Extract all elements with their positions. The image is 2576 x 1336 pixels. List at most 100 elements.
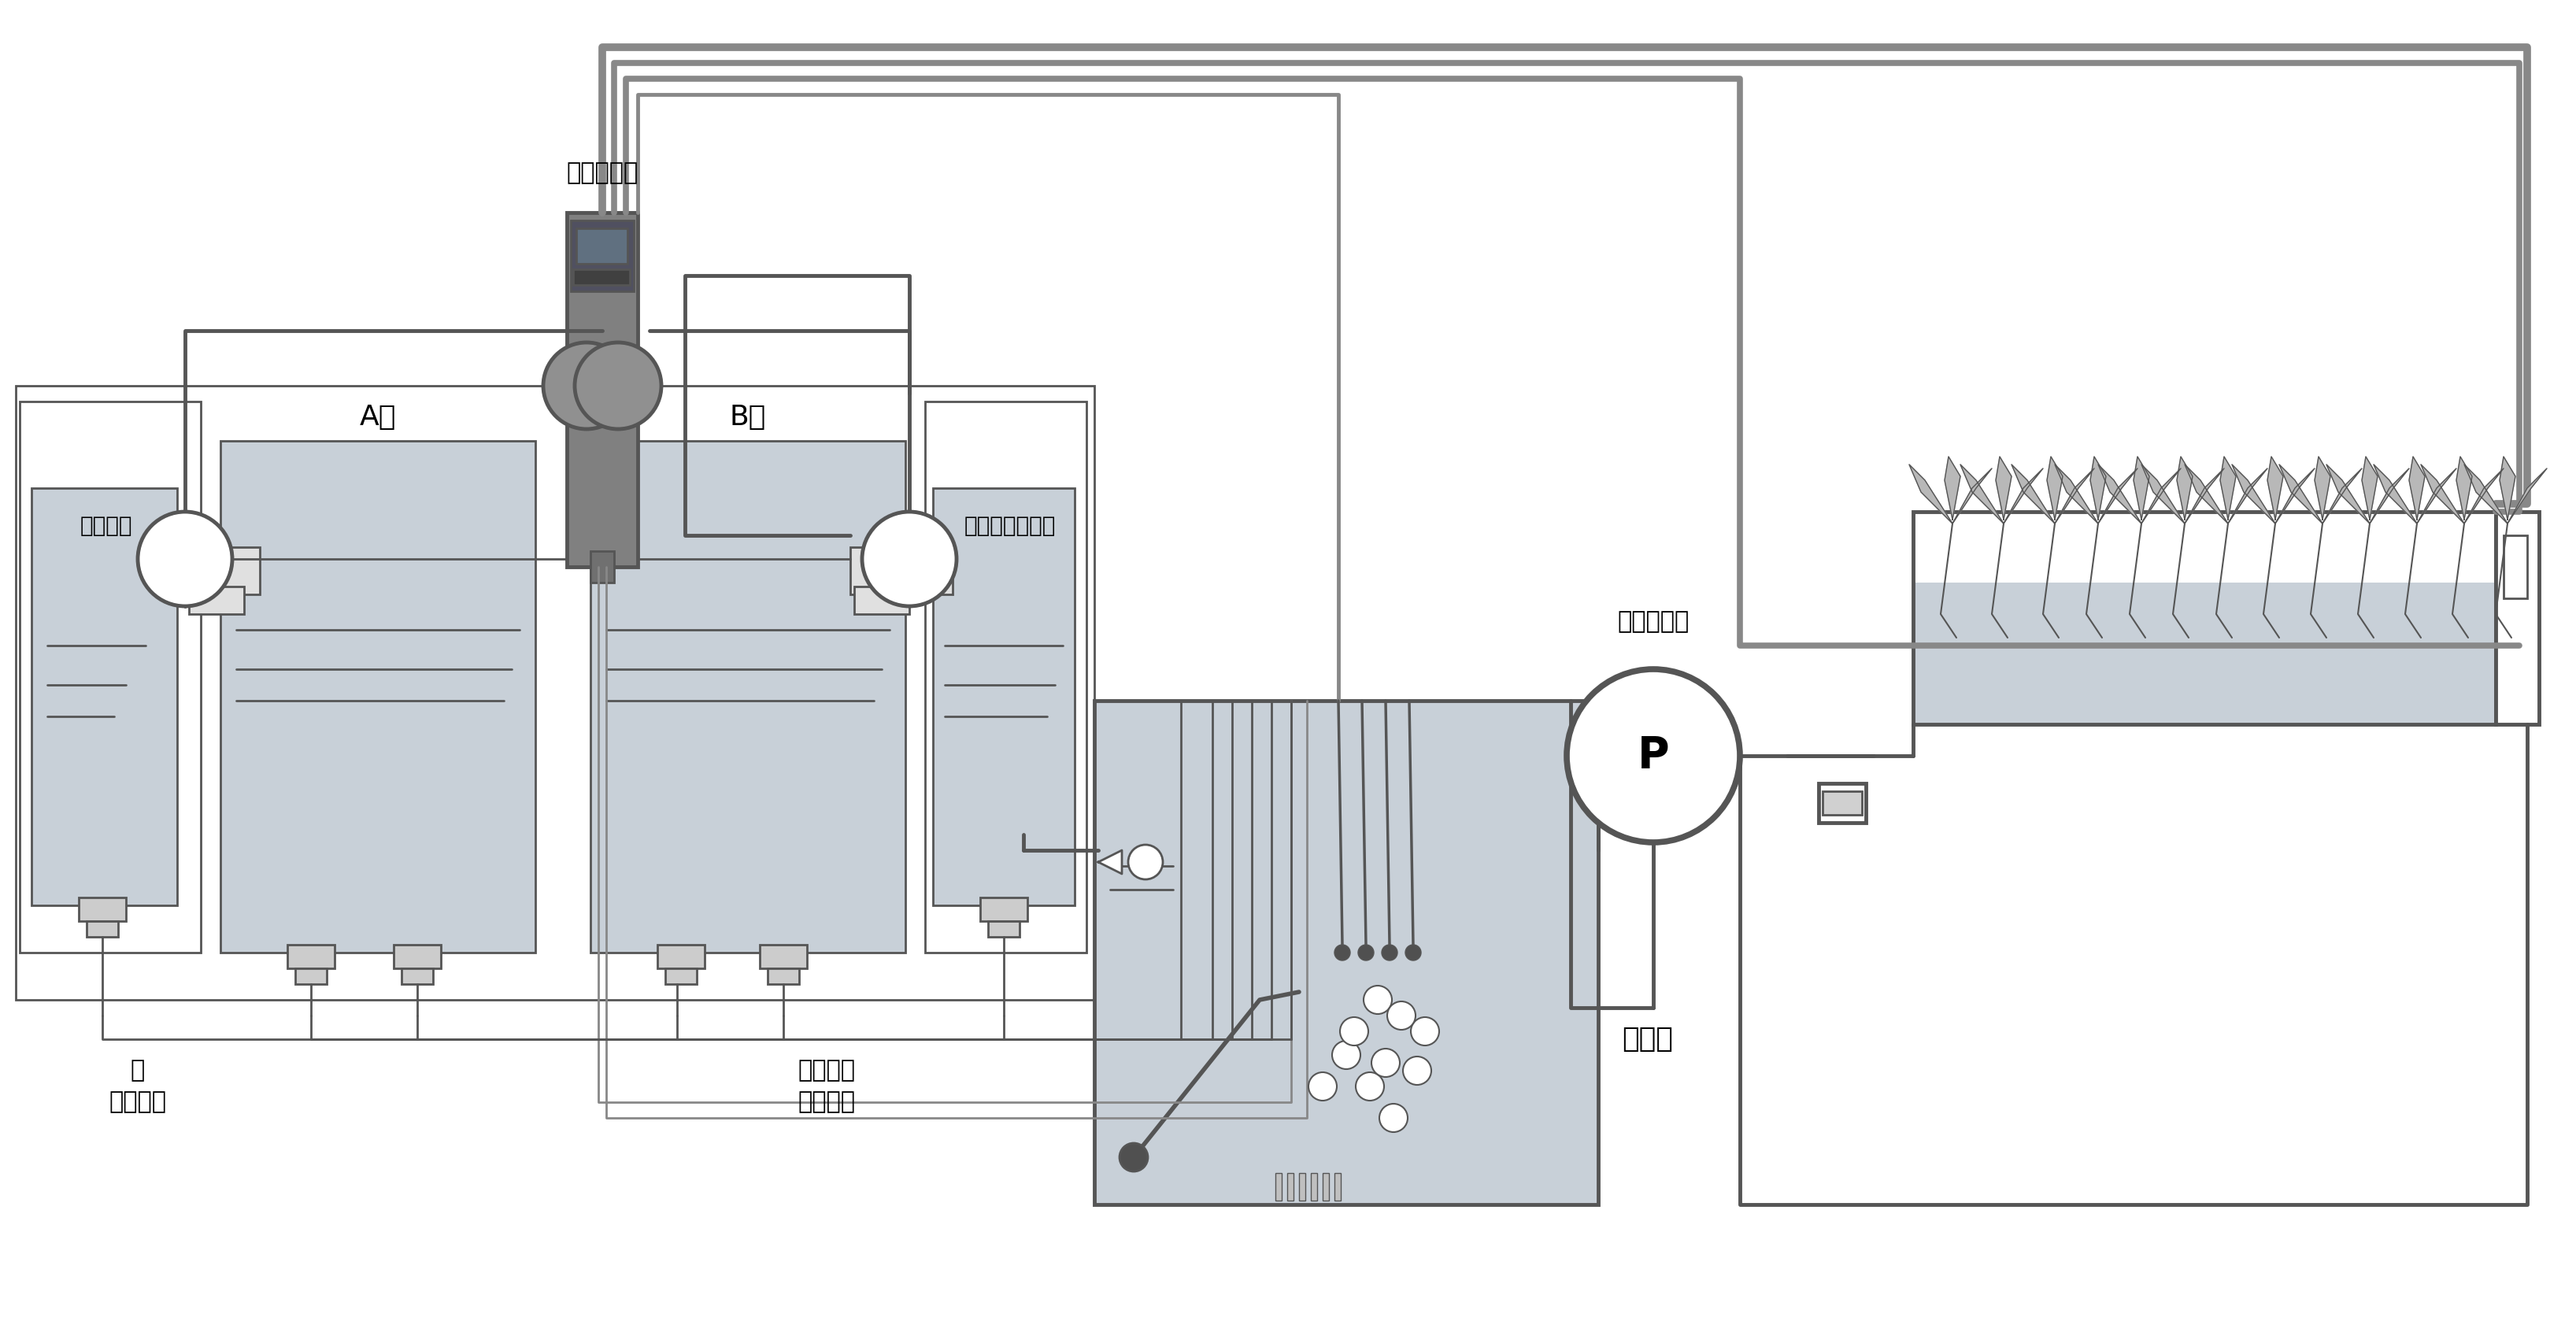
Polygon shape	[2362, 457, 2378, 520]
Text: 酸: 酸	[131, 1059, 144, 1082]
Bar	[157, 548, 260, 595]
Circle shape	[1378, 1104, 1406, 1132]
Polygon shape	[1960, 465, 2004, 524]
Polygon shape	[2321, 469, 2362, 524]
Bar	[572, 270, 629, 285]
Polygon shape	[2455, 457, 2470, 520]
Bar	[289, 945, 335, 969]
Polygon shape	[2506, 469, 2545, 524]
Text: 循環ポンプ: 循環ポンプ	[1618, 611, 1690, 633]
Bar	[2504, 536, 2527, 599]
Circle shape	[1566, 669, 1739, 843]
Bar	[296, 969, 327, 985]
Bar	[402, 969, 433, 985]
Bar	[590, 550, 613, 582]
Polygon shape	[2280, 465, 2321, 524]
Polygon shape	[1953, 469, 1991, 524]
Circle shape	[1363, 986, 1391, 1014]
Bar	[665, 969, 696, 985]
Circle shape	[1334, 945, 1350, 961]
Bar	[188, 587, 245, 615]
Polygon shape	[2097, 465, 2141, 524]
Polygon shape	[2053, 465, 2097, 524]
Bar	[21, 402, 201, 953]
Bar	[768, 969, 799, 985]
Bar	[1275, 1173, 1280, 1201]
Bar	[577, 228, 629, 263]
Polygon shape	[2421, 465, 2463, 524]
Polygon shape	[2177, 457, 2192, 520]
Bar	[987, 921, 1020, 937]
Text: A液: A液	[361, 403, 397, 430]
Text: 希釈槽: 希釈槽	[1620, 1026, 1672, 1053]
Bar	[850, 548, 953, 595]
Polygon shape	[2372, 465, 2416, 524]
Polygon shape	[2097, 469, 2138, 524]
Text: 肥料管理機: 肥料管理機	[567, 162, 639, 184]
Polygon shape	[2326, 465, 2370, 524]
Text: アルカリポンプ: アルカリポンプ	[963, 514, 1056, 537]
Bar	[590, 441, 904, 953]
Bar	[15, 386, 1095, 999]
Bar	[1321, 1173, 1329, 1201]
Bar	[1821, 791, 1862, 815]
Text: ダウン剤: ダウン剤	[108, 1090, 167, 1114]
Circle shape	[1355, 1073, 1383, 1101]
Bar	[933, 488, 1074, 906]
Bar	[1334, 1173, 1340, 1201]
Bar	[760, 945, 806, 969]
Circle shape	[544, 342, 629, 429]
Bar	[979, 898, 1028, 921]
Polygon shape	[2053, 469, 2094, 524]
Bar	[1911, 512, 2496, 724]
Circle shape	[1386, 1002, 1414, 1030]
Circle shape	[137, 512, 232, 607]
Polygon shape	[2141, 465, 2184, 524]
Polygon shape	[2499, 457, 2514, 520]
Polygon shape	[1909, 465, 1953, 524]
Bar	[657, 945, 703, 969]
Polygon shape	[2370, 469, 2409, 524]
Polygon shape	[2463, 469, 2504, 524]
Bar	[222, 441, 536, 953]
Circle shape	[1128, 844, 1162, 879]
Circle shape	[1118, 1144, 1146, 1172]
Bar	[1298, 1173, 1306, 1201]
Polygon shape	[2045, 457, 2061, 520]
Bar	[2496, 512, 2537, 724]
Polygon shape	[2231, 465, 2275, 524]
Text: 酸ポンプ: 酸ポンプ	[80, 514, 131, 537]
Bar	[80, 898, 126, 921]
Polygon shape	[2267, 457, 2282, 520]
Polygon shape	[2184, 469, 2223, 524]
Circle shape	[574, 342, 662, 429]
Circle shape	[1412, 1017, 1440, 1046]
Text: B液: B液	[729, 403, 765, 430]
Circle shape	[1358, 945, 1373, 961]
Polygon shape	[2409, 457, 2424, 520]
Polygon shape	[1996, 457, 2012, 520]
Bar	[1311, 1173, 1316, 1201]
Polygon shape	[1097, 850, 1121, 874]
Bar	[567, 212, 636, 566]
Text: アップ剤: アップ剤	[799, 1090, 855, 1114]
Polygon shape	[2004, 469, 2043, 524]
Polygon shape	[2141, 469, 2179, 524]
Bar	[572, 220, 634, 291]
Bar	[1095, 700, 1597, 1205]
Polygon shape	[2221, 457, 2236, 520]
Circle shape	[1332, 1041, 1360, 1069]
Circle shape	[863, 512, 956, 607]
Polygon shape	[2313, 457, 2329, 520]
Polygon shape	[2228, 469, 2267, 524]
Bar	[1819, 783, 1865, 823]
Circle shape	[1340, 1017, 1368, 1046]
Bar	[88, 921, 118, 937]
Bar	[31, 488, 178, 906]
Polygon shape	[2089, 457, 2105, 520]
Circle shape	[1309, 1073, 1337, 1101]
Polygon shape	[2012, 465, 2053, 524]
Polygon shape	[2275, 469, 2313, 524]
Circle shape	[1381, 945, 1396, 961]
Text: アルカリ: アルカリ	[799, 1059, 855, 1082]
